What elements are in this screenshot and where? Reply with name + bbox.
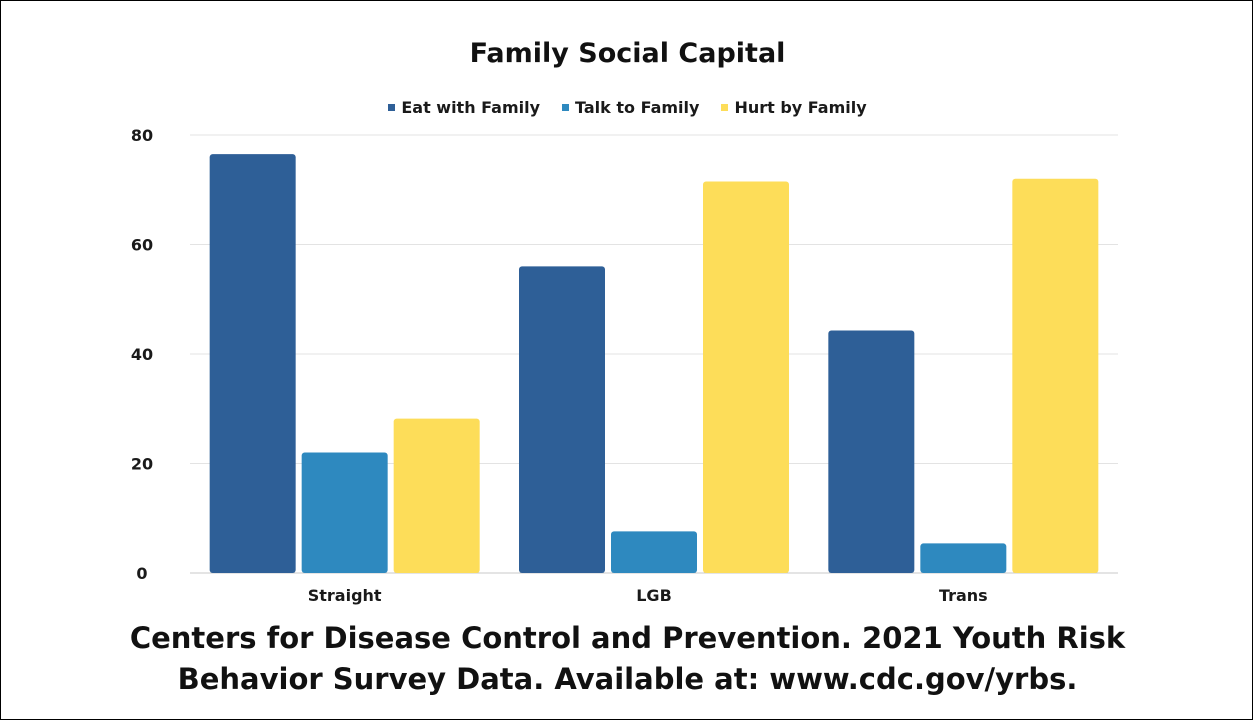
bar-trans-talk-to-family — [920, 543, 1007, 573]
legend-swatch-talk-to-family — [562, 104, 570, 111]
bar-chart: 0 20 40 60 80 Straight LGB Trans — [131, 126, 1118, 605]
y-tick-label-0: 0 — [136, 564, 147, 583]
legend-label-hurt-by-family: Hurt by Family — [734, 98, 867, 117]
bar-lgb-talk-to-family — [611, 531, 697, 573]
bar-trans-hurt-by-family — [1012, 178, 1099, 574]
source-line-2: Behavior Survey Data. Available at: www.… — [177, 662, 1078, 696]
y-tick-label-80: 80 — [131, 126, 153, 145]
legend-swatch-hurt-by-family — [721, 104, 729, 111]
legend-label-talk-to-family: Talk to Family — [575, 98, 700, 117]
legend-label-eat-with-family: Eat with Family — [401, 98, 541, 117]
source-citation: Centers for Disease Control and Preventi… — [0, 618, 1255, 700]
bar-trans-eat-with-family — [828, 330, 915, 573]
bar-straight-hurt-by-family — [393, 418, 480, 573]
y-tick-label-20: 20 — [131, 455, 153, 474]
legend-swatch-eat-with-family — [388, 104, 396, 111]
legend-item-hurt-by-family: Hurt by Family — [721, 98, 867, 117]
bar-lgb-eat-with-family — [519, 266, 605, 573]
y-tick-label-60: 60 — [131, 236, 153, 255]
chart-title: Family Social Capital — [469, 38, 786, 69]
bar-lgb-hurt-by-family — [703, 181, 789, 573]
y-tick-label-40: 40 — [131, 345, 153, 364]
bar-straight-eat-with-family — [209, 154, 296, 573]
source-line-1: Centers for Disease Control and Preventi… — [129, 621, 1126, 655]
legend-item-talk-to-family: Talk to Family — [562, 98, 699, 117]
legend-item-eat-with-family: Eat with Family — [388, 98, 540, 117]
bar-straight-talk-to-family — [301, 452, 388, 573]
x-tick-label-straight: Straight — [308, 586, 382, 605]
chart-legend: Eat with Family Talk to Family Hurt by F… — [0, 98, 1255, 117]
x-tick-label-lgb: LGB — [636, 586, 672, 605]
x-tick-label-trans: Trans — [939, 586, 988, 605]
